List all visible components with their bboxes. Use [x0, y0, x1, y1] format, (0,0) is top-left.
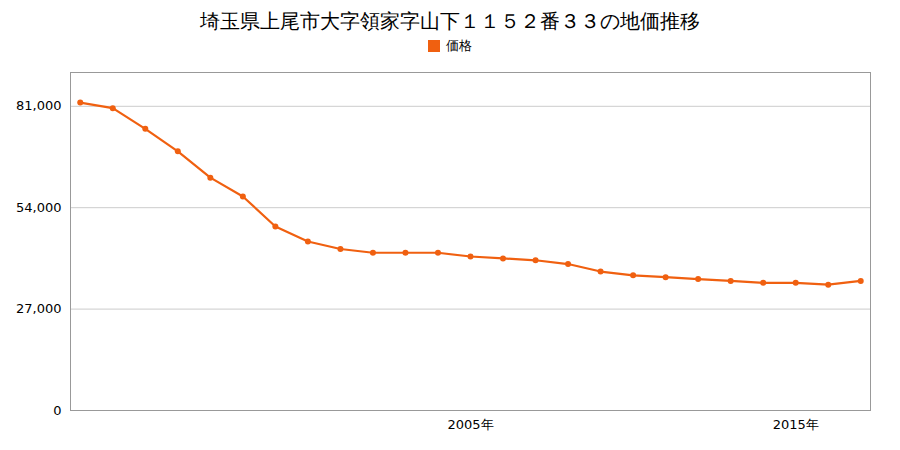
svg-text:0: 0	[53, 403, 61, 418]
svg-text:27,000: 27,000	[16, 301, 62, 316]
svg-text:2015年: 2015年	[773, 417, 819, 432]
svg-text:54,000: 54,000	[16, 200, 62, 215]
html-text:埼玉県上尾市大字領家字山下１１５２番３３の地価推移: 埼玉県上尾市大字領家字山下１１５２番３３の地価推移	[200, 9, 700, 33]
html-text:価格: 価格	[446, 38, 472, 53]
svg-text:2005年: 2005年	[447, 417, 493, 432]
svg-text:81,000: 81,000	[16, 98, 62, 113]
